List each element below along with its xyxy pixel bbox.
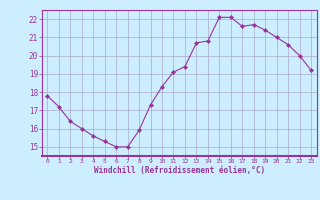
X-axis label: Windchill (Refroidissement éolien,°C): Windchill (Refroidissement éolien,°C) [94, 166, 265, 175]
